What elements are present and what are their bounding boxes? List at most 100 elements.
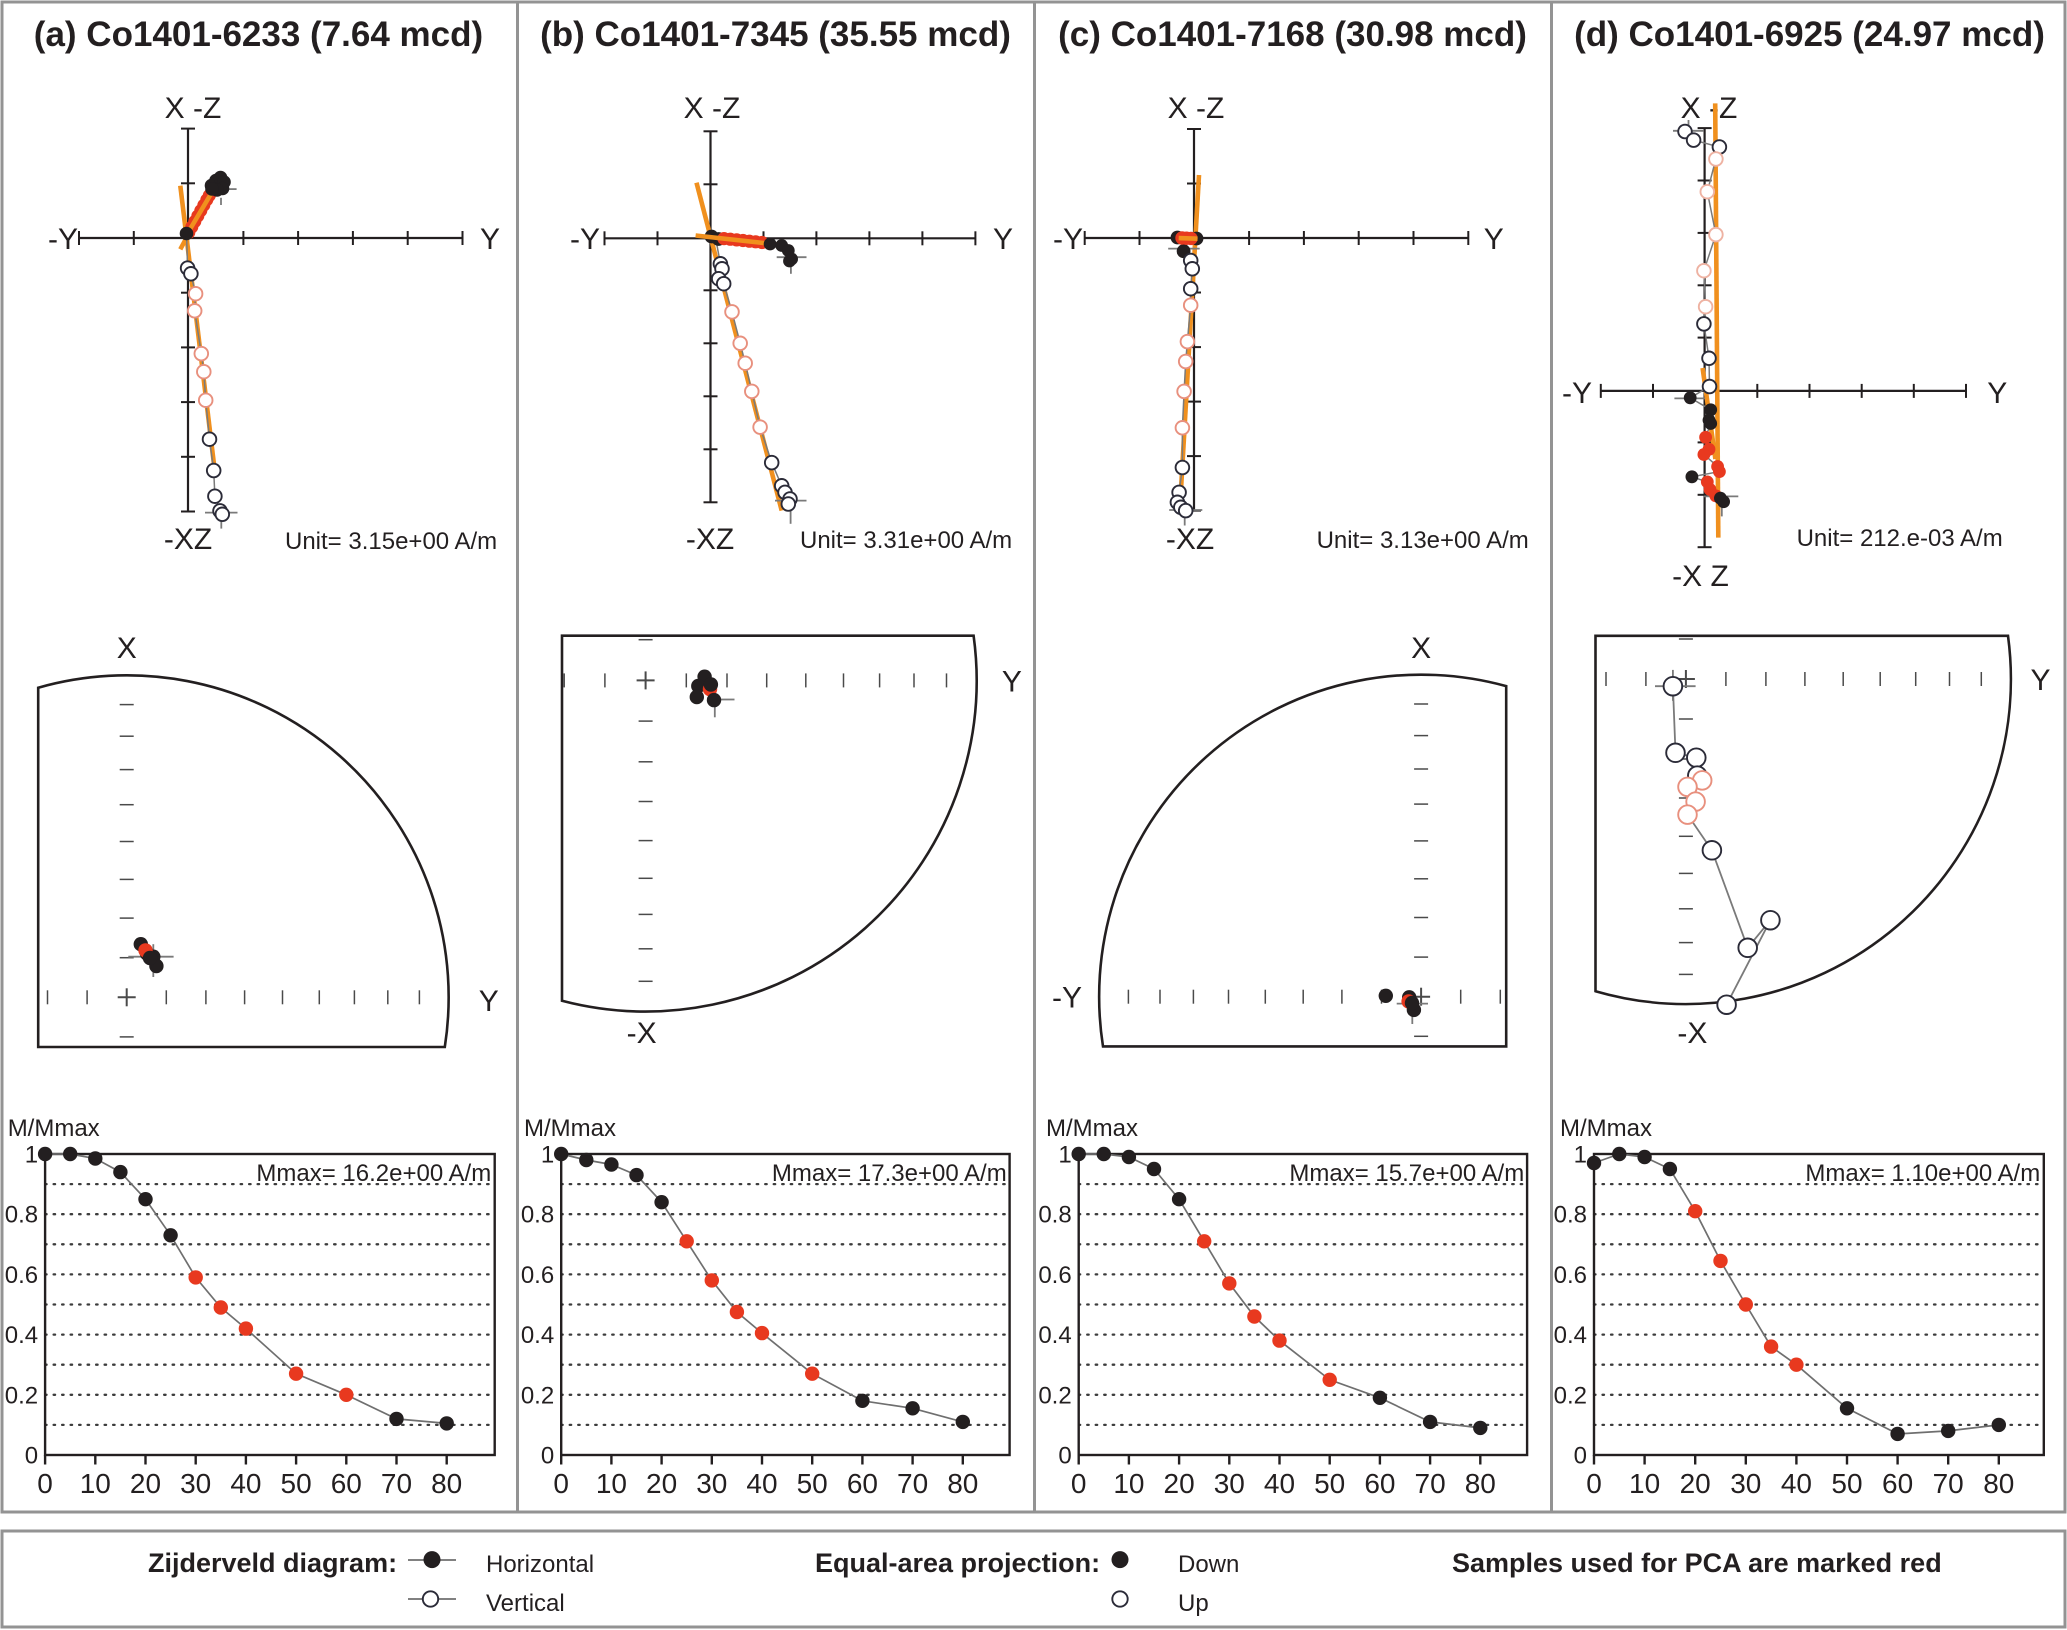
svg-text:Unit= 3.31e+00 A/m: Unit= 3.31e+00 A/m <box>800 527 1012 554</box>
svg-text:50: 50 <box>797 1468 828 1499</box>
svg-text:1: 1 <box>25 1142 38 1169</box>
svg-text:-XZ: -XZ <box>164 523 212 556</box>
svg-text:0: 0 <box>1058 1443 1071 1470</box>
svg-text:(d) Co1401-6925 (24.97 mcd): (d) Co1401-6925 (24.97 mcd) <box>1574 15 2045 54</box>
svg-text:60: 60 <box>1882 1468 1913 1499</box>
svg-text:50: 50 <box>1314 1468 1345 1499</box>
svg-text:-Y: -Y <box>570 223 600 256</box>
svg-text:10: 10 <box>596 1468 627 1499</box>
svg-text:M/Mmax: M/Mmax <box>1560 1115 1652 1142</box>
svg-text:1: 1 <box>541 1142 554 1169</box>
svg-text:Mmax= 16.2e+00 A/m: Mmax= 16.2e+00 A/m <box>256 1160 491 1187</box>
svg-text:X: X <box>1411 632 1431 665</box>
svg-text:60: 60 <box>847 1468 878 1499</box>
svg-text:40: 40 <box>1264 1468 1295 1499</box>
svg-text:80: 80 <box>947 1468 978 1499</box>
svg-text:M/Mmax: M/Mmax <box>1046 1115 1138 1142</box>
svg-text:60: 60 <box>1364 1468 1395 1499</box>
svg-text:0.2: 0.2 <box>521 1382 554 1409</box>
svg-text:Y: Y <box>480 223 500 256</box>
svg-text:Mmax= 17.3e+00 A/m: Mmax= 17.3e+00 A/m <box>772 1160 1007 1187</box>
svg-text:0: 0 <box>1574 1443 1587 1470</box>
svg-text:0.8: 0.8 <box>5 1202 38 1229</box>
svg-text:Zijderveld diagram:: Zijderveld diagram: <box>148 1548 397 1578</box>
svg-text:0.6: 0.6 <box>5 1262 38 1289</box>
svg-text:-X: -X <box>627 1017 657 1050</box>
svg-text:Y: Y <box>1987 377 2007 410</box>
svg-text:M/Mmax: M/Mmax <box>524 1115 616 1142</box>
svg-text:0: 0 <box>37 1468 53 1499</box>
svg-text:40: 40 <box>230 1468 261 1499</box>
svg-text:0.4: 0.4 <box>1038 1322 1071 1349</box>
svg-text:40: 40 <box>1781 1468 1812 1499</box>
svg-text:60: 60 <box>331 1468 362 1499</box>
svg-text:20: 20 <box>646 1468 677 1499</box>
svg-text:40: 40 <box>746 1468 777 1499</box>
svg-text:-Y: -Y <box>1052 982 1082 1015</box>
svg-text:Y: Y <box>993 223 1013 256</box>
svg-text:0: 0 <box>1071 1468 1087 1499</box>
svg-text:80: 80 <box>1983 1468 2014 1499</box>
svg-text:M/Mmax: M/Mmax <box>8 1115 100 1142</box>
svg-text:0: 0 <box>1586 1468 1602 1499</box>
svg-text:Equal-area projection:: Equal-area projection: <box>815 1548 1100 1578</box>
svg-text:(c) Co1401-7168 (30.98 mcd): (c) Co1401-7168 (30.98 mcd) <box>1058 15 1527 54</box>
svg-text:-X: -X <box>1677 1017 1707 1050</box>
svg-text:-XZ: -XZ <box>1166 523 1214 556</box>
svg-text:20: 20 <box>1680 1468 1711 1499</box>
svg-text:70: 70 <box>1933 1468 1964 1499</box>
svg-text:0.4: 0.4 <box>5 1322 38 1349</box>
svg-text:Mmax= 1.10e+00 A/m: Mmax= 1.10e+00 A/m <box>1805 1160 2040 1187</box>
svg-text:70: 70 <box>1415 1468 1446 1499</box>
svg-text:Unit= 3.13e+00 A/m: Unit= 3.13e+00 A/m <box>1317 527 1529 554</box>
svg-text:50: 50 <box>281 1468 312 1499</box>
svg-text:-X Z: -X Z <box>1672 560 1729 593</box>
svg-text:X -Z: X -Z <box>165 92 222 125</box>
svg-text:0.2: 0.2 <box>5 1382 38 1409</box>
svg-text:Mmax= 15.7e+00 A/m: Mmax= 15.7e+00 A/m <box>1289 1160 1524 1187</box>
svg-text:0.6: 0.6 <box>1554 1262 1587 1289</box>
svg-text:Vertical: Vertical <box>486 1590 565 1617</box>
svg-text:Y: Y <box>2031 664 2051 697</box>
svg-text:Y: Y <box>1484 223 1504 256</box>
svg-text:1: 1 <box>1058 1142 1071 1169</box>
svg-text:1: 1 <box>1574 1142 1587 1169</box>
svg-text:X -Z: X -Z <box>684 92 741 125</box>
svg-text:30: 30 <box>696 1468 727 1499</box>
svg-text:0.8: 0.8 <box>1038 1202 1071 1229</box>
svg-text:0.4: 0.4 <box>521 1322 554 1349</box>
svg-text:Unit= 3.15e+00 A/m: Unit= 3.15e+00 A/m <box>285 528 497 555</box>
svg-text:70: 70 <box>897 1468 928 1499</box>
svg-text:0.2: 0.2 <box>1038 1382 1071 1409</box>
svg-text:70: 70 <box>381 1468 412 1499</box>
svg-text:0.2: 0.2 <box>1554 1382 1587 1409</box>
svg-text:Y: Y <box>1002 665 1022 698</box>
svg-text:30: 30 <box>1214 1468 1245 1499</box>
svg-text:-XZ: -XZ <box>686 523 734 556</box>
svg-text:80: 80 <box>1465 1468 1496 1499</box>
svg-text:X -Z: X -Z <box>1681 92 1738 125</box>
svg-text:Y: Y <box>479 985 499 1018</box>
svg-text:Horizontal: Horizontal <box>486 1551 594 1578</box>
svg-text:50: 50 <box>1831 1468 1862 1499</box>
svg-text:Unit= 212.e-03 A/m: Unit= 212.e-03 A/m <box>1797 525 2003 552</box>
svg-text:80: 80 <box>431 1468 462 1499</box>
svg-text:Down: Down <box>1178 1551 1239 1578</box>
svg-text:30: 30 <box>180 1468 211 1499</box>
svg-text:20: 20 <box>130 1468 161 1499</box>
svg-text:0.8: 0.8 <box>1554 1202 1587 1229</box>
svg-text:10: 10 <box>80 1468 111 1499</box>
svg-text:0.4: 0.4 <box>1554 1322 1587 1349</box>
svg-text:0: 0 <box>541 1443 554 1470</box>
svg-text:0.6: 0.6 <box>521 1262 554 1289</box>
svg-text:(a) Co1401-6233 (7.64 mcd): (a) Co1401-6233 (7.64 mcd) <box>34 15 483 54</box>
svg-text:Up: Up <box>1178 1590 1209 1617</box>
svg-text:X: X <box>117 632 137 665</box>
svg-text:(b) Co1401-7345 (35.55 mcd): (b) Co1401-7345 (35.55 mcd) <box>540 15 1011 54</box>
svg-text:10: 10 <box>1113 1468 1144 1499</box>
svg-text:0: 0 <box>25 1443 38 1470</box>
svg-text:-Y: -Y <box>1562 377 1592 410</box>
svg-text:0.6: 0.6 <box>1038 1262 1071 1289</box>
svg-text:Samples used for PCA are marke: Samples used for PCA are marked red <box>1452 1548 1942 1578</box>
svg-text:30: 30 <box>1730 1468 1761 1499</box>
